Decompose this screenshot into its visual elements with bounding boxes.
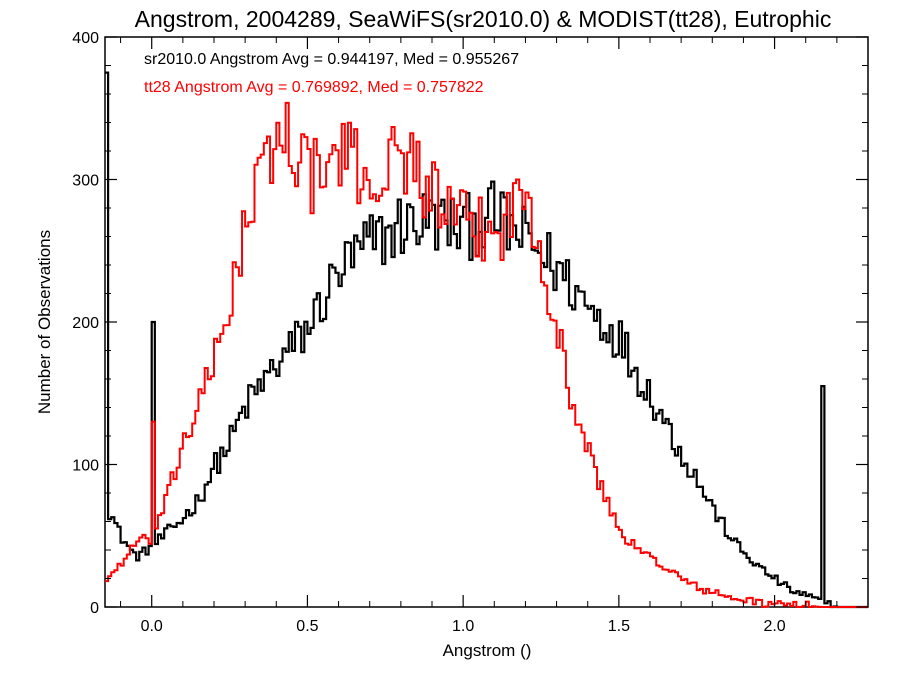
y-axis-label: Number of Observations: [35, 230, 54, 414]
y-tick-label: 0: [90, 600, 99, 617]
series-layer: [105, 71, 868, 609]
ticks-layer: 0.0 0.5 1.0 1.5 2.0 0 100 200 300 400: [72, 30, 869, 635]
x-tick-label: 0.0: [141, 618, 163, 635]
annotation-tt28: tt28 Angstrom Avg = 0.769892, Med = 0.75…: [144, 79, 484, 96]
x-tick-label: 2.0: [763, 618, 785, 635]
x-tick-label: 1.5: [608, 618, 630, 635]
y-tick-label: 200: [72, 315, 99, 332]
x-tick-label: 0.5: [296, 618, 318, 635]
y-tick-label: 400: [72, 30, 99, 47]
y-tick-label: 100: [72, 458, 99, 475]
plot-area: 0.0 0.5 1.0 1.5 2.0 0 100 200 300 400: [72, 30, 869, 635]
annotation-sr2010: sr2010.0 Angstrom Avg = 0.944197, Med = …: [144, 51, 519, 68]
chart-title: Angstrom, 2004289, SeaWiFS(sr2010.0) & M…: [135, 6, 832, 32]
x-axis-label: Angstrom (): [443, 641, 532, 660]
series-1-histogram: [105, 101, 868, 608]
plot-frame: [104, 36, 869, 608]
x-tick-label: 1.0: [452, 618, 474, 635]
y-tick-label: 300: [72, 173, 99, 190]
